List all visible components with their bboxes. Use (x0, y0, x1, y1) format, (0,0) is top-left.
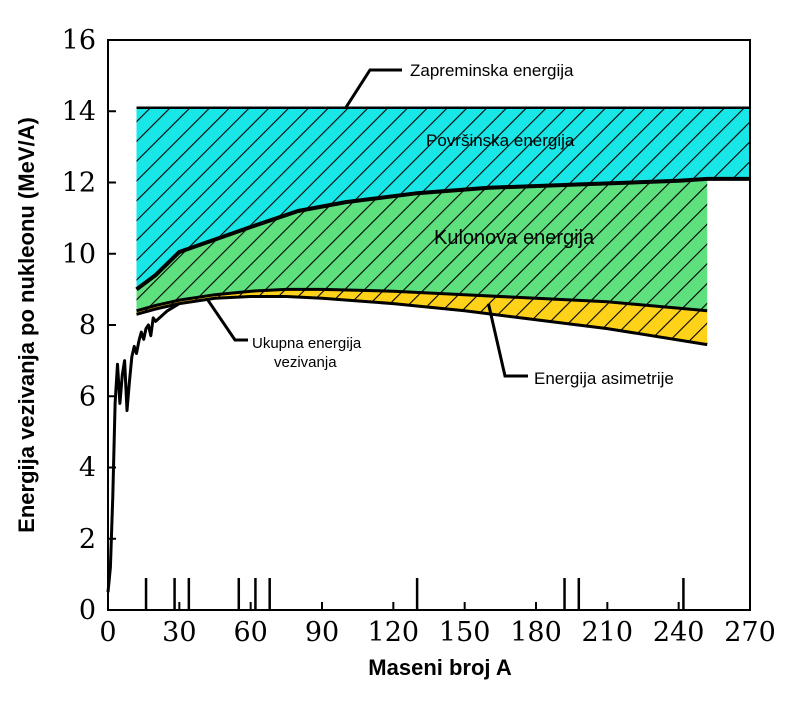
y-tick-label: 10 (62, 239, 96, 270)
x-tick-label: 180 (510, 617, 562, 648)
y-tick-label: 6 (79, 381, 96, 412)
pointer-asymmetry-energy (486, 303, 528, 378)
x-tick-label: 270 (724, 617, 776, 648)
x-tick-label: 90 (305, 617, 339, 648)
band-surface-energy-hatch (136, 107, 750, 290)
y-tick-label: 14 (62, 96, 96, 127)
y-tick-label: 0 (79, 595, 96, 626)
y-axis-title: Energija vezivanja po nukleonu (MeV/A) (14, 117, 39, 533)
x-tick-label: 0 (99, 617, 116, 648)
x-axis-title: Maseni broj A (368, 655, 512, 680)
band-asymmetry-energy-hatch (136, 289, 708, 345)
x-tick-label: 150 (439, 617, 491, 648)
x-tick-label: 210 (582, 617, 634, 648)
annotation-total-energy-line1: Ukupna energija (252, 335, 362, 352)
annotation-coulomb-energy: Kulonova energija (434, 227, 595, 249)
pointer-total-energy (206, 299, 248, 342)
y-tick-label: 2 (79, 524, 96, 555)
y-tick-label: 4 (79, 453, 96, 484)
line-after-surface (135, 176, 750, 292)
y-tick-label: 16 (62, 25, 96, 56)
line-after-coulomb (136, 287, 708, 313)
y-tick-label: 12 (62, 168, 96, 199)
x-tick-label: 120 (368, 617, 420, 648)
band-coulomb-energy-hatch (136, 178, 708, 311)
x-tick-label: 240 (653, 617, 705, 648)
annotation-total-energy-line2: vezivanja (274, 354, 337, 371)
line-measured-binding-energy (106, 302, 181, 593)
annotation-surface-energy: Površinska energija (426, 131, 575, 150)
x-tick-label: 60 (233, 617, 267, 648)
annotation-asymmetry-energy: Energija asimetrije (534, 369, 674, 388)
x-tick-label: 30 (162, 617, 196, 648)
pointer-volume-energy (344, 68, 402, 109)
y-tick-label: 8 (79, 310, 96, 341)
annotation-volume-energy: Zapreminska energija (410, 61, 574, 80)
